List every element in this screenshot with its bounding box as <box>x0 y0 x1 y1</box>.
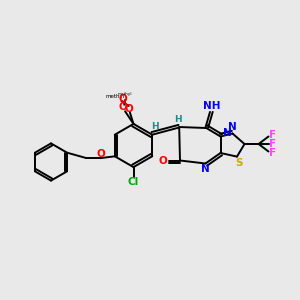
Text: N: N <box>228 122 237 132</box>
Text: O: O <box>96 149 105 159</box>
Text: N: N <box>223 128 232 139</box>
Text: Cl: Cl <box>128 177 139 187</box>
Text: O: O <box>124 103 133 114</box>
Text: F: F <box>269 148 277 158</box>
Text: NH: NH <box>203 101 220 111</box>
Text: O: O <box>158 155 167 166</box>
Text: methyl: methyl <box>105 94 124 99</box>
Text: H: H <box>151 122 158 131</box>
Text: methyl: methyl <box>118 92 132 97</box>
Text: F: F <box>269 130 277 140</box>
Text: N: N <box>201 164 210 175</box>
Text: F: F <box>269 139 277 149</box>
Text: O: O <box>118 94 127 104</box>
Text: H: H <box>174 115 182 124</box>
Text: O: O <box>118 102 127 112</box>
Text: S: S <box>235 158 242 168</box>
